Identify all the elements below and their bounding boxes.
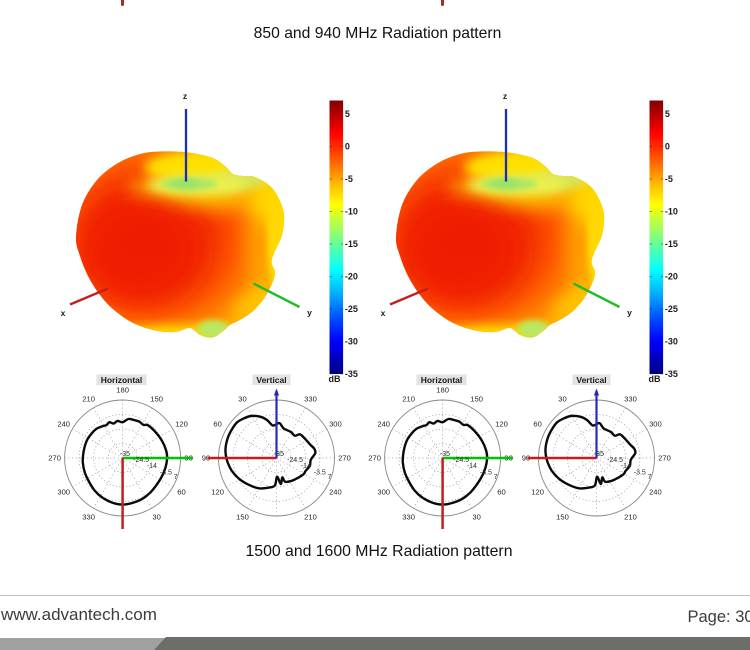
svg-text:60: 60 — [177, 488, 185, 497]
svg-text:x: x — [61, 308, 66, 318]
svg-text:z: z — [183, 91, 187, 101]
svg-text:-10: -10 — [345, 207, 358, 217]
svg-text:dB: dB — [329, 374, 341, 384]
svg-text:-5: -5 — [345, 174, 353, 184]
svg-text:120: 120 — [211, 488, 224, 497]
svg-text:Horizontal: Horizontal — [101, 375, 143, 385]
svg-text:60: 60 — [213, 420, 221, 429]
svg-text:180: 180 — [116, 386, 129, 395]
svg-text:330: 330 — [304, 395, 317, 404]
svg-text:-35: -35 — [274, 451, 284, 458]
svg-text:210: 210 — [82, 395, 95, 404]
svg-text:7: 7 — [174, 474, 178, 481]
svg-text:150: 150 — [150, 395, 163, 404]
svg-text:-30: -30 — [345, 336, 358, 346]
svg-text:-15: -15 — [345, 239, 358, 249]
svg-text:0: 0 — [345, 142, 350, 152]
svg-text:90: 90 — [202, 454, 210, 463]
svg-text:-24.5: -24.5 — [133, 457, 149, 464]
svg-text:210: 210 — [304, 512, 317, 521]
svg-text:240: 240 — [57, 420, 70, 429]
svg-text:5: 5 — [345, 109, 350, 119]
svg-text:270: 270 — [338, 454, 351, 463]
svg-text:Vertical: Vertical — [256, 375, 286, 385]
svg-text:-3.5: -3.5 — [314, 470, 326, 477]
svg-text:7: 7 — [328, 474, 332, 481]
svg-text:-24.5: -24.5 — [287, 457, 303, 464]
svg-text:150: 150 — [236, 512, 249, 521]
svg-text:-35: -35 — [120, 451, 130, 458]
svg-text:240: 240 — [329, 488, 342, 497]
svg-text:270: 270 — [48, 454, 61, 463]
svg-text:30: 30 — [152, 512, 160, 521]
svg-text:30: 30 — [238, 395, 246, 404]
svg-text:330: 330 — [82, 512, 95, 521]
svg-text:-3.5: -3.5 — [160, 470, 172, 477]
svg-text:-14: -14 — [147, 463, 157, 470]
svg-text:-25: -25 — [345, 304, 358, 314]
svg-text:-20: -20 — [345, 272, 358, 282]
svg-text:y: y — [307, 308, 312, 318]
svg-text:-35: -35 — [345, 369, 358, 379]
svg-text:-14: -14 — [301, 463, 311, 470]
svg-text:300: 300 — [329, 420, 342, 429]
svg-text:300: 300 — [57, 488, 70, 497]
svg-text:120: 120 — [175, 420, 188, 429]
